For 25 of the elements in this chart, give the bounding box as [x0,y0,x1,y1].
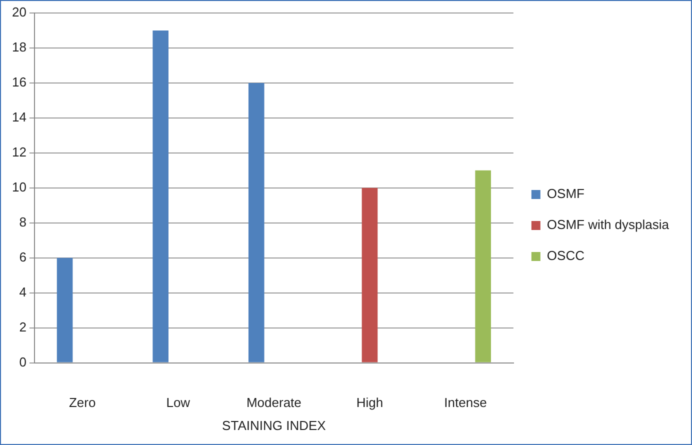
x-tick-label: Zero [68,395,96,410]
y-tick-label: 20 [12,4,26,20]
legend-label: OSMF [546,186,585,202]
x-tick-label: Intense [444,395,487,410]
bar [56,258,73,362]
y-tick-label: 12 [12,144,26,160]
y-tick-label: 14 [12,110,26,125]
y-tick-label: 0 [19,354,26,370]
x-tick-label: Low [166,395,191,410]
bar [152,30,168,362]
x-tick-label: Moderate [246,395,302,410]
x-axis-title: STAINING INDEX [222,418,326,433]
legend-label: OSMF with dysplasia [546,217,670,232]
y-tick-label: 8 [19,214,26,230]
y-tick-label: 16 [12,74,26,90]
y-tick-label: 10 [12,179,26,194]
bar [475,170,491,362]
legend-label: OSCC [546,248,584,264]
y-tick-label: 18 [12,40,26,55]
bar [248,82,264,362]
bar [362,188,378,362]
y-tick-label: 6 [19,249,26,264]
y-tick-label: 4 [19,284,26,300]
y-tick-label: 2 [19,319,26,334]
x-tick-label: High [356,395,384,410]
